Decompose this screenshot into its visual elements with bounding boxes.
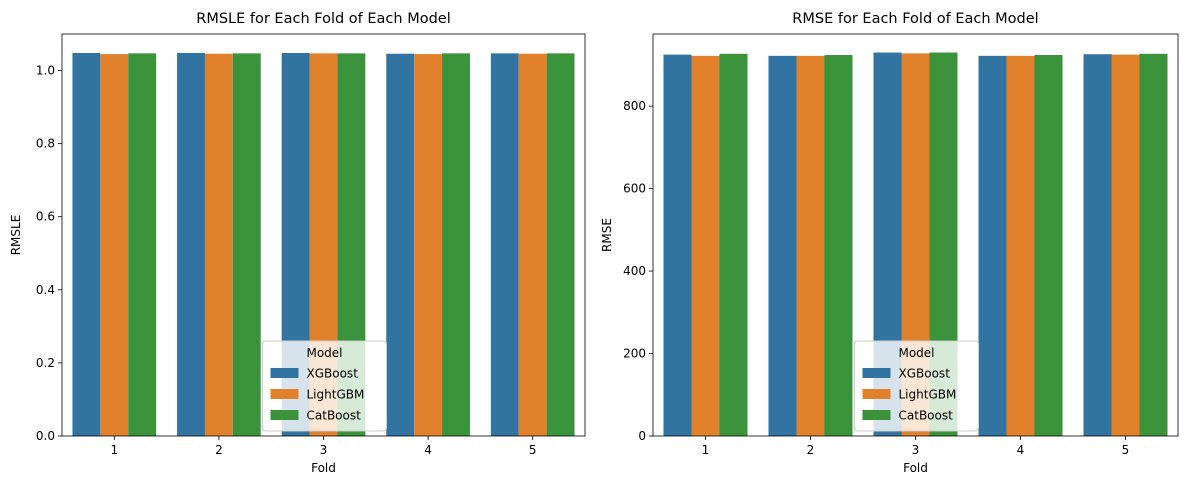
bar-catboost-fold-2 [232, 53, 261, 437]
chart-panel-2: 0 200 400 600 800 1 2 3 4 5 RMSE for Each Fold of … [600, 11, 1179, 475]
y-tick-label: 200 [623, 347, 646, 361]
bar-xgboost-fold-5 [1083, 54, 1112, 436]
bar-xgboost-fold-2 [177, 53, 205, 436]
legend-label-xgboost: XGBoost [899, 367, 951, 381]
y-axis-label: RMSLE [9, 215, 23, 256]
legend-box [854, 340, 979, 432]
bar-catboost-fold-5 [1139, 53, 1168, 436]
bar-lightgbm-fold-4 [1006, 55, 1035, 436]
bar-lightgbm-fold-4 [414, 54, 443, 436]
chart-panel-1: 0.0 0.2 0.4 0.6 0.8 1.0 1 2 3 4 5 RMSLE for Each Fo… [9, 11, 586, 475]
bar-catboost-fold-4 [442, 53, 470, 437]
x-tick-label: 3 [320, 443, 328, 457]
legend-label-catboost: CatBoost [899, 409, 954, 423]
bar-lightgbm-fold-5 [1111, 54, 1140, 437]
bar-lightgbm-fold-2 [796, 55, 825, 436]
y-axis-label: RMSE [600, 218, 614, 252]
y-tick-label: 0 [638, 429, 646, 443]
y-tick-label: 0.0 [36, 429, 55, 443]
legend-swatch-lightgbm [862, 389, 891, 399]
bar-xgboost-fold-1 [72, 53, 101, 436]
y-tick-label: 400 [623, 264, 646, 278]
x-tick-label: 2 [215, 443, 223, 457]
chart-title: RMSE for Each Fold of Each Model [792, 11, 1038, 27]
y-tick-label: 0.8 [36, 137, 55, 151]
y-tick-label: 600 [623, 182, 646, 196]
bar-lightgbm-fold-2 [204, 53, 233, 436]
bar-catboost-fold-1 [128, 53, 157, 437]
x-tick-label: 1 [110, 443, 118, 457]
x-tick-label: 2 [807, 443, 815, 457]
y-tick-label: 0.4 [36, 283, 55, 297]
x-tick-label: 4 [424, 443, 432, 457]
bar-catboost-fold-4 [1034, 55, 1063, 436]
x-tick-label: 5 [1122, 443, 1130, 457]
legend-label-catboost: CatBoost [307, 409, 362, 423]
x-axis-label: Fold [903, 461, 928, 475]
bar-catboost-fold-1 [719, 53, 748, 436]
y-tick-label: 0.6 [36, 210, 55, 224]
legend-title: Model [898, 346, 934, 360]
x-tick-label: 3 [912, 443, 920, 457]
legend: Model XGBoost LightGBM CatBoost [262, 340, 387, 432]
x-axis-label: Fold [311, 461, 336, 475]
legend-label-lightgbm: LightGBM [899, 388, 957, 402]
legend-swatch-xgboost [270, 368, 299, 378]
bar-xgboost-fold-1 [663, 54, 692, 437]
legend-swatch-catboost [862, 410, 891, 420]
chart-title: RMSLE for Each Fold of Each Model [196, 11, 450, 27]
bar-xgboost-fold-5 [490, 53, 519, 437]
bar-xgboost-fold-4 [978, 55, 1007, 436]
legend-label-xgboost: XGBoost [307, 367, 359, 381]
y-tick-label: 1.0 [36, 64, 55, 78]
bar-xgboost-fold-2 [768, 55, 797, 436]
legend: Model XGBoost LightGBM CatBoost [854, 340, 979, 432]
bar-lightgbm-fold-1 [691, 55, 720, 436]
x-tick-label: 1 [702, 443, 710, 457]
bar-catboost-fold-2 [824, 55, 853, 436]
x-tick-label: 5 [529, 443, 537, 457]
bar-catboost-fold-5 [546, 53, 575, 437]
legend-swatch-xgboost [862, 368, 891, 378]
bar-xgboost-fold-4 [386, 53, 415, 436]
legend-box [262, 340, 387, 432]
legend-title: Model [306, 346, 342, 360]
legend-swatch-lightgbm [270, 389, 299, 399]
x-tick-label: 4 [1017, 443, 1025, 457]
y-tick-label: 800 [623, 99, 646, 113]
y-tick-label: 0.2 [36, 356, 55, 370]
bar-lightgbm-fold-1 [100, 54, 129, 436]
legend-label-lightgbm: LightGBM [307, 388, 365, 402]
bar-lightgbm-fold-5 [518, 53, 547, 436]
legend-swatch-catboost [270, 410, 299, 420]
